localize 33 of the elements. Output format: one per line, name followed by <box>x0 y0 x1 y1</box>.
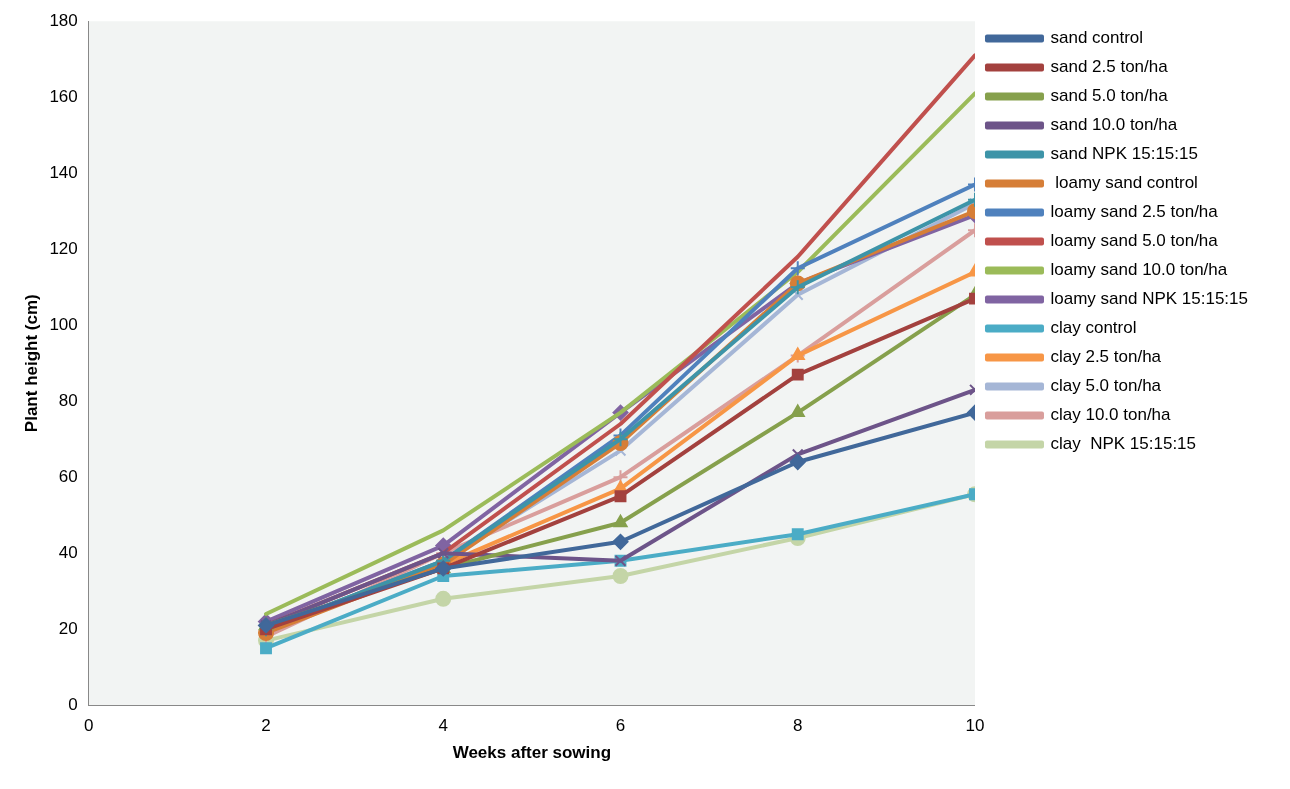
y-tick-label: 0 <box>68 694 78 714</box>
legend-label: loamy sand 2.5 ton/ha <box>1050 202 1219 222</box>
x-axis-title: Weeks after sowing <box>452 743 612 763</box>
legend-label: loamy sand NPK 15:15:15 <box>1050 289 1249 309</box>
x-tick-label: 4 <box>438 716 448 736</box>
legend-label: clay NPK 15:15:15 <box>1050 434 1197 454</box>
y-tick-label: 180 <box>49 10 78 30</box>
y-tick-label: 60 <box>58 466 78 486</box>
y-tick-label: 160 <box>49 86 78 106</box>
y-tick-label: 120 <box>49 238 78 258</box>
legend-label: loamy sand 5.0 ton/ha <box>1050 231 1219 251</box>
y-axis-title: Plant height (cm) <box>21 294 41 433</box>
legend-label: clay 5.0 ton/ha <box>1050 376 1162 396</box>
legend-label: clay 2.5 ton/ha <box>1050 347 1162 367</box>
x-tick-label: 10 <box>965 716 985 736</box>
x-tick-label: 6 <box>615 716 626 736</box>
legend-label: sand 2.5 ton/ha <box>1050 57 1169 77</box>
y-tick-label: 40 <box>58 542 78 562</box>
legend-label: sand 10.0 ton/ha <box>1050 115 1178 135</box>
x-tick-label: 8 <box>793 716 803 736</box>
legend-label: loamy sand 10.0 ton/ha <box>1050 260 1228 280</box>
y-tick-label: 80 <box>58 390 78 410</box>
y-tick-label: 20 <box>58 618 78 638</box>
legend-label: sand 5.0 ton/ha <box>1050 86 1169 106</box>
legend-label: sand control <box>1050 28 1144 48</box>
x-tick-label: 2 <box>261 716 271 736</box>
legend-label: clay control <box>1050 318 1137 338</box>
legend-label: loamy sand control <box>1050 173 1198 193</box>
x-tick-label: 0 <box>84 716 94 736</box>
y-tick-label: 100 <box>49 314 78 334</box>
legend-label: sand NPK 15:15:15 <box>1050 144 1198 164</box>
legend-label: clay 10.0 ton/ha <box>1050 405 1172 425</box>
y-tick-label: 140 <box>49 162 78 182</box>
